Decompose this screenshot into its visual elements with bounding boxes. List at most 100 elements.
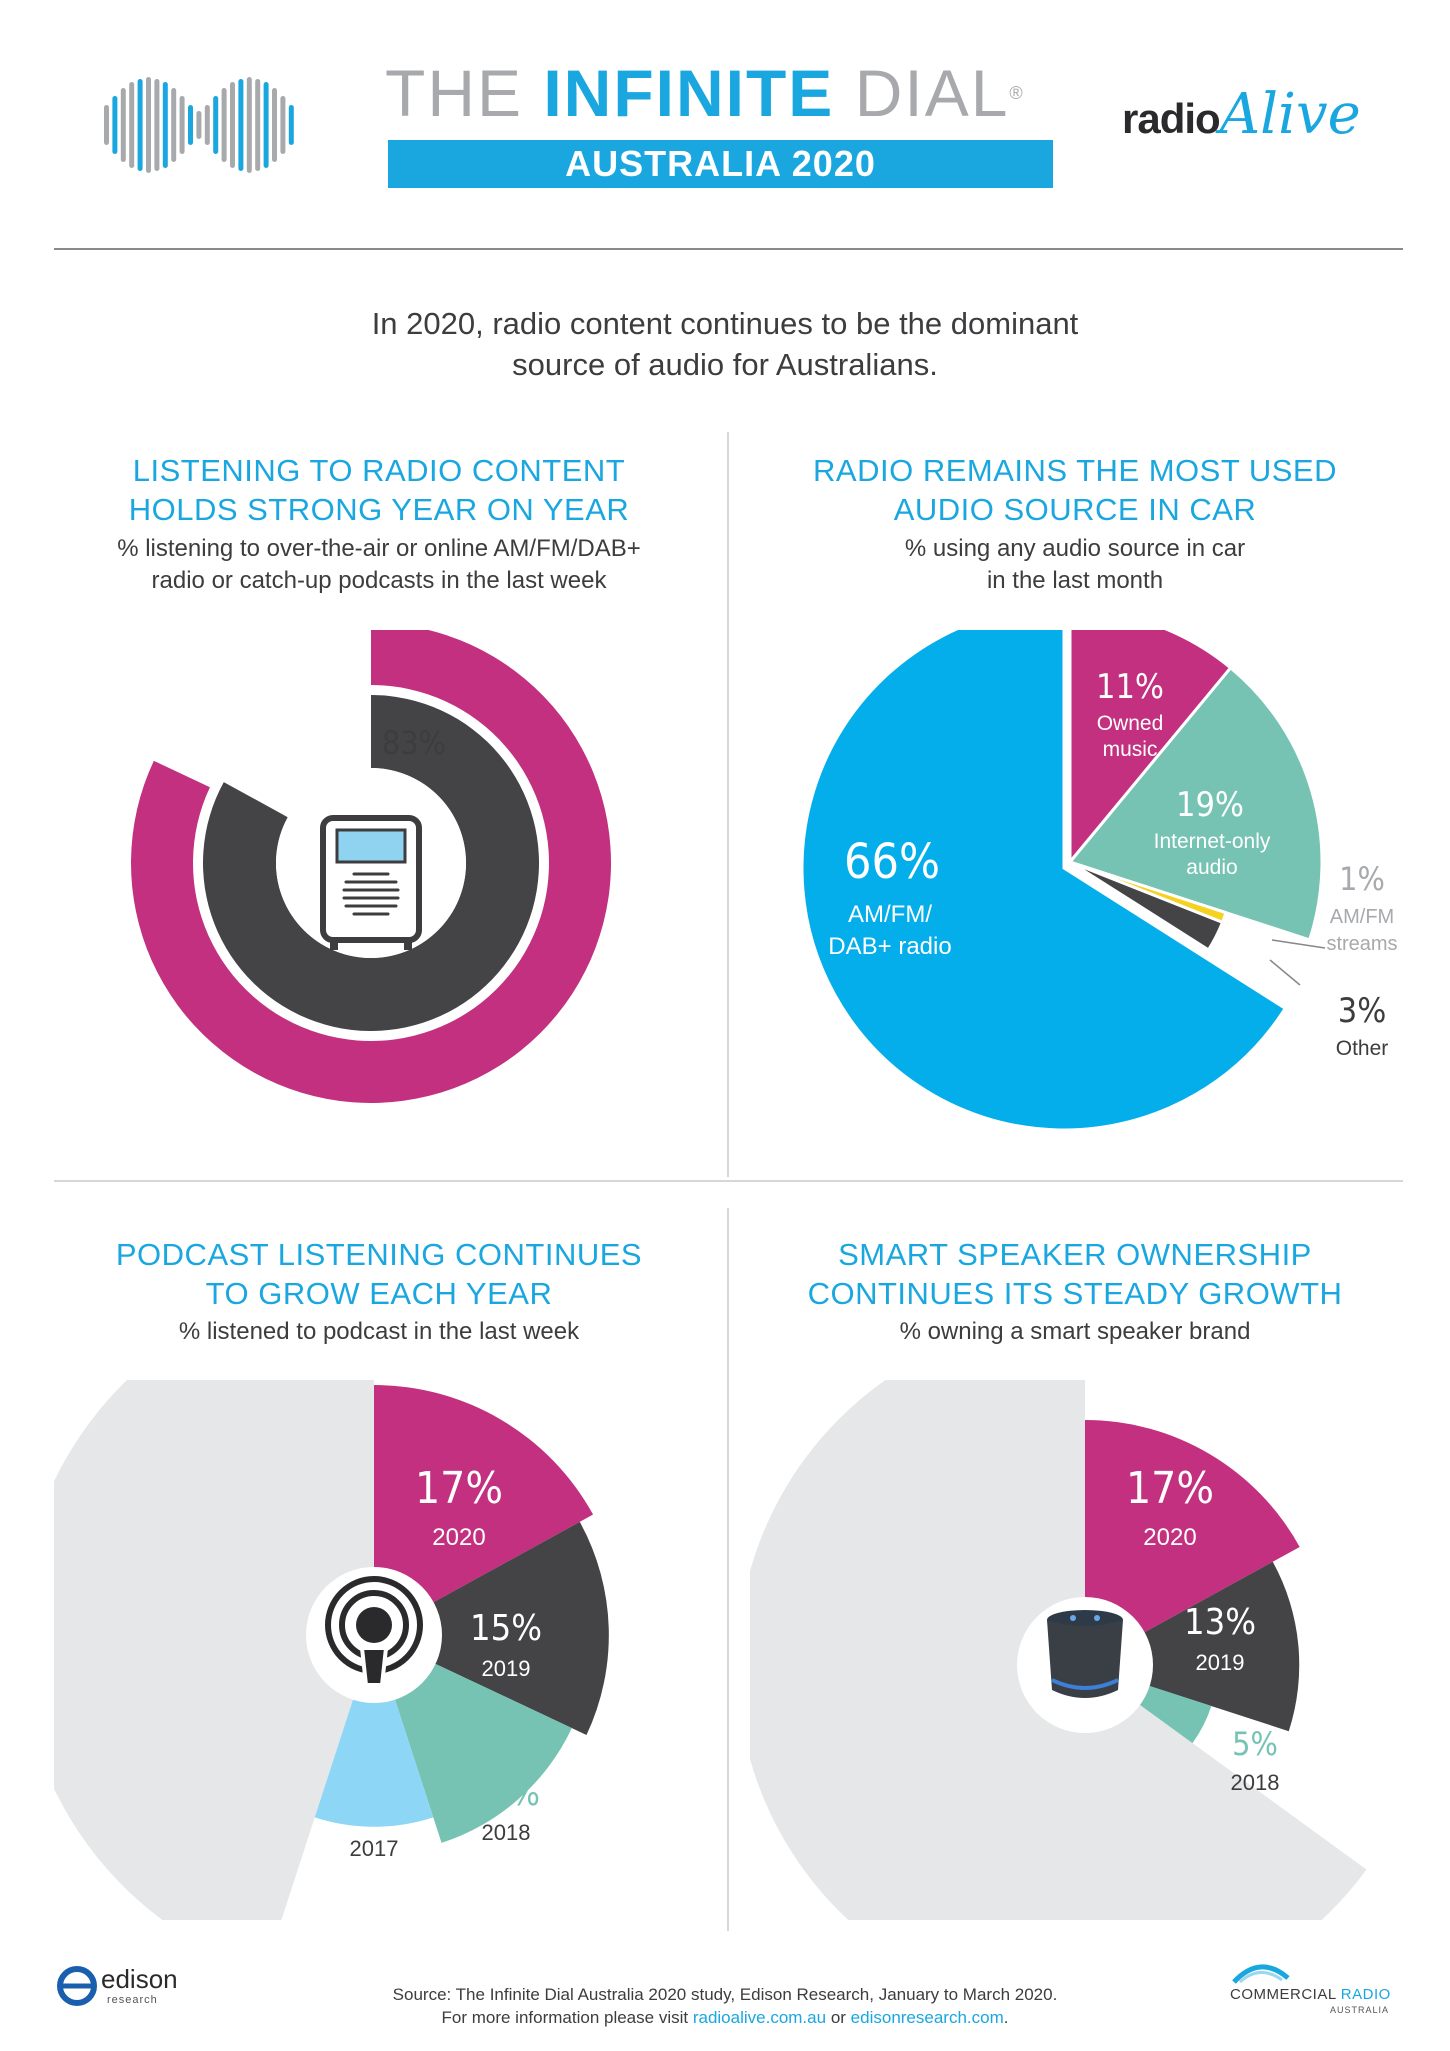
logo-bar [280, 96, 286, 154]
pie-value-streams: 1% [1339, 860, 1385, 898]
logo-bar [272, 88, 277, 162]
podcast-year-2018: 2018 [482, 1820, 531, 1845]
speaker-value-2019: 13% [1184, 1602, 1256, 1643]
header-divider [54, 248, 1403, 250]
source-line-2-pre: For more information please visit [441, 2008, 689, 2027]
radial-bar-2019 [202, 695, 539, 1031]
radio-alive-logo: radioAlive [1122, 82, 1392, 172]
title-the: THE [385, 56, 523, 130]
polar-sector-2017 [314, 1635, 434, 1827]
logo-bar [129, 82, 135, 168]
pie-slice-other [1069, 860, 1225, 952]
pie-label-streams-2: streams [1326, 933, 1397, 955]
pie-value-owned-music: 11% [1096, 667, 1164, 707]
podcast-panel-title: PODCAST LISTENING CONTINUES TO GROW EACH… [54, 1235, 704, 1313]
source-line-1: Source: The Infinite Dial Australia 2020… [392, 1985, 1058, 2004]
radial-year-2020: 2020 [309, 660, 358, 685]
polar-sector-2019 [374, 1521, 609, 1735]
source-line-2: For more information please visit radioa… [300, 2006, 1150, 2029]
logo-bar [120, 88, 126, 162]
pie-label-owned-music-1: Owned [1097, 712, 1164, 735]
link-radioalive[interactable]: radioalive.com.au [692, 2008, 827, 2027]
edison-logo-mark [57, 1966, 97, 2006]
pie-value-internet-only: 19% [1176, 785, 1244, 825]
podcast-value-2019: 15% [470, 1608, 542, 1649]
podcast-title-line-1: PODCAST LISTENING CONTINUES [115, 1237, 643, 1272]
cra-logo-text: COMMERCIAL RADIO [1230, 1986, 1391, 2003]
cra-logo-swoosh [1232, 1964, 1290, 1984]
logo-bar [112, 96, 118, 154]
logo-bar [171, 88, 177, 162]
logo-bar [213, 96, 219, 154]
car-sub-line-1: % using any audio source in car [904, 535, 1246, 562]
speaker-value-2018: 5% [1232, 1725, 1278, 1763]
radio-radial-chart: 2020 82% 2019 83% [131, 630, 611, 1103]
edison-logo-text: edison [101, 1964, 178, 1994]
polar-sector-2019 [1085, 1561, 1300, 1732]
pie-label-owned-music-2: music [1103, 738, 1158, 761]
car-pie-chart: 11% Owned music 19% Internet-only audio … [800, 630, 1398, 1132]
leader-line-other [1269, 959, 1301, 986]
infinite-dial-logo-mark [104, 77, 294, 173]
speaker-title-line-2: CONTINUES ITS STEADY GROWTH [807, 1276, 1343, 1311]
logo-bar [246, 77, 252, 173]
pie-slice-owned-music [1068, 630, 1233, 867]
logo-bar [255, 79, 261, 171]
radio-alive-logo-radio: radio [1122, 95, 1221, 142]
podcast-polar-chart: 17% 2020 15% 2019 13% 2018 10% 2017 [54, 1380, 609, 1920]
car-title-line-1: RADIO REMAINS THE MOST USED [813, 453, 1337, 488]
podcast-value-2020: 17% [415, 1463, 503, 1514]
speaker-polar-chart: 17% 2020 13% 2019 5% 2018 [750, 1380, 1367, 1920]
radio-title-line-1: LISTENING TO RADIO CONTENT [132, 453, 626, 488]
logo-bar [288, 105, 294, 145]
edison-logo-sub: research [107, 1994, 158, 2006]
radio-sub-line-2: radio or catch-up podcasts in the last w… [151, 567, 607, 594]
podcast-year-2020: 2020 [432, 1524, 485, 1551]
registered-mark: ® [1009, 83, 1025, 103]
logo-bar [179, 96, 185, 154]
polar-sector-2020 [374, 1385, 594, 1635]
podcast-panel-subtitle: % listened to podcast in the last week [54, 1316, 704, 1348]
logo-bar [137, 79, 143, 171]
vertical-divider-bottom [727, 1208, 729, 1931]
radial-value-2020: 82% [382, 646, 462, 692]
radial-value-2019: 83% [382, 724, 446, 762]
speaker-year-2019: 2019 [1196, 1650, 1245, 1675]
radial-year-2019: 2019 [314, 736, 359, 758]
podcast-value-2017: 10% [340, 1789, 408, 1829]
logo-bar [104, 105, 109, 145]
polar-sector-2018 [374, 1635, 572, 1843]
source-line-2-mid: or [830, 2008, 846, 2027]
speaker-sub-line-1: % owning a smart speaker brand [899, 1318, 1251, 1345]
logo-bar [154, 79, 160, 171]
source-line-2-post: . [1003, 2008, 1009, 2027]
radio-device-icon [320, 815, 422, 950]
speaker-panel-title: SMART SPEAKER OWNERSHIP CONTINUES ITS ST… [750, 1235, 1400, 1313]
pie-slice-am-fm-dab-radio [800, 630, 1288, 1132]
title-infinite: INFINITE [543, 56, 835, 130]
logo-bar [196, 111, 202, 139]
title-dial: DIAL [854, 56, 1010, 130]
commercial-radio-australia-logo: COMMERCIAL RADIO AUSTRALIA [1230, 1960, 1410, 2020]
logo-bar [204, 105, 210, 145]
intro-line-1: In 2020, radio content continues to be t… [371, 306, 1079, 341]
speaker-year-2018: 2018 [1231, 1770, 1280, 1795]
polar-sector-2020 [1085, 1420, 1300, 1665]
pie-label-amfm-radio-2: DAB+ radio [828, 933, 951, 960]
logo-bar [263, 82, 269, 168]
edition-label: AUSTRALIA 2020 [565, 143, 876, 184]
cra-logo-radio: RADIO [1340, 1986, 1391, 2003]
speaker-year-2020: 2020 [1143, 1524, 1196, 1551]
podcast-year-2017: 2017 [350, 1836, 399, 1861]
source-note: Source: The Infinite Dial Australia 2020… [300, 1983, 1150, 2029]
pie-value-amfm-radio: 66% [844, 834, 940, 890]
speaker-panel-subtitle: % owning a smart speaker brand [750, 1316, 1400, 1348]
logo-bar [188, 105, 193, 145]
radio-panel-subtitle: % listening to over-the-air or online AM… [54, 533, 704, 597]
podcast-value-2018: 13% [472, 1774, 540, 1814]
edison-research-logo: edison research [55, 1960, 205, 2016]
radio-panel-title: LISTENING TO RADIO CONTENT HOLDS STRONG … [54, 451, 704, 529]
vertical-divider-top [727, 432, 729, 1177]
link-edisonresearch[interactable]: edisonresearch.com [850, 2008, 1004, 2027]
radio-sub-line-1: % listening to over-the-air or online AM… [117, 535, 641, 562]
